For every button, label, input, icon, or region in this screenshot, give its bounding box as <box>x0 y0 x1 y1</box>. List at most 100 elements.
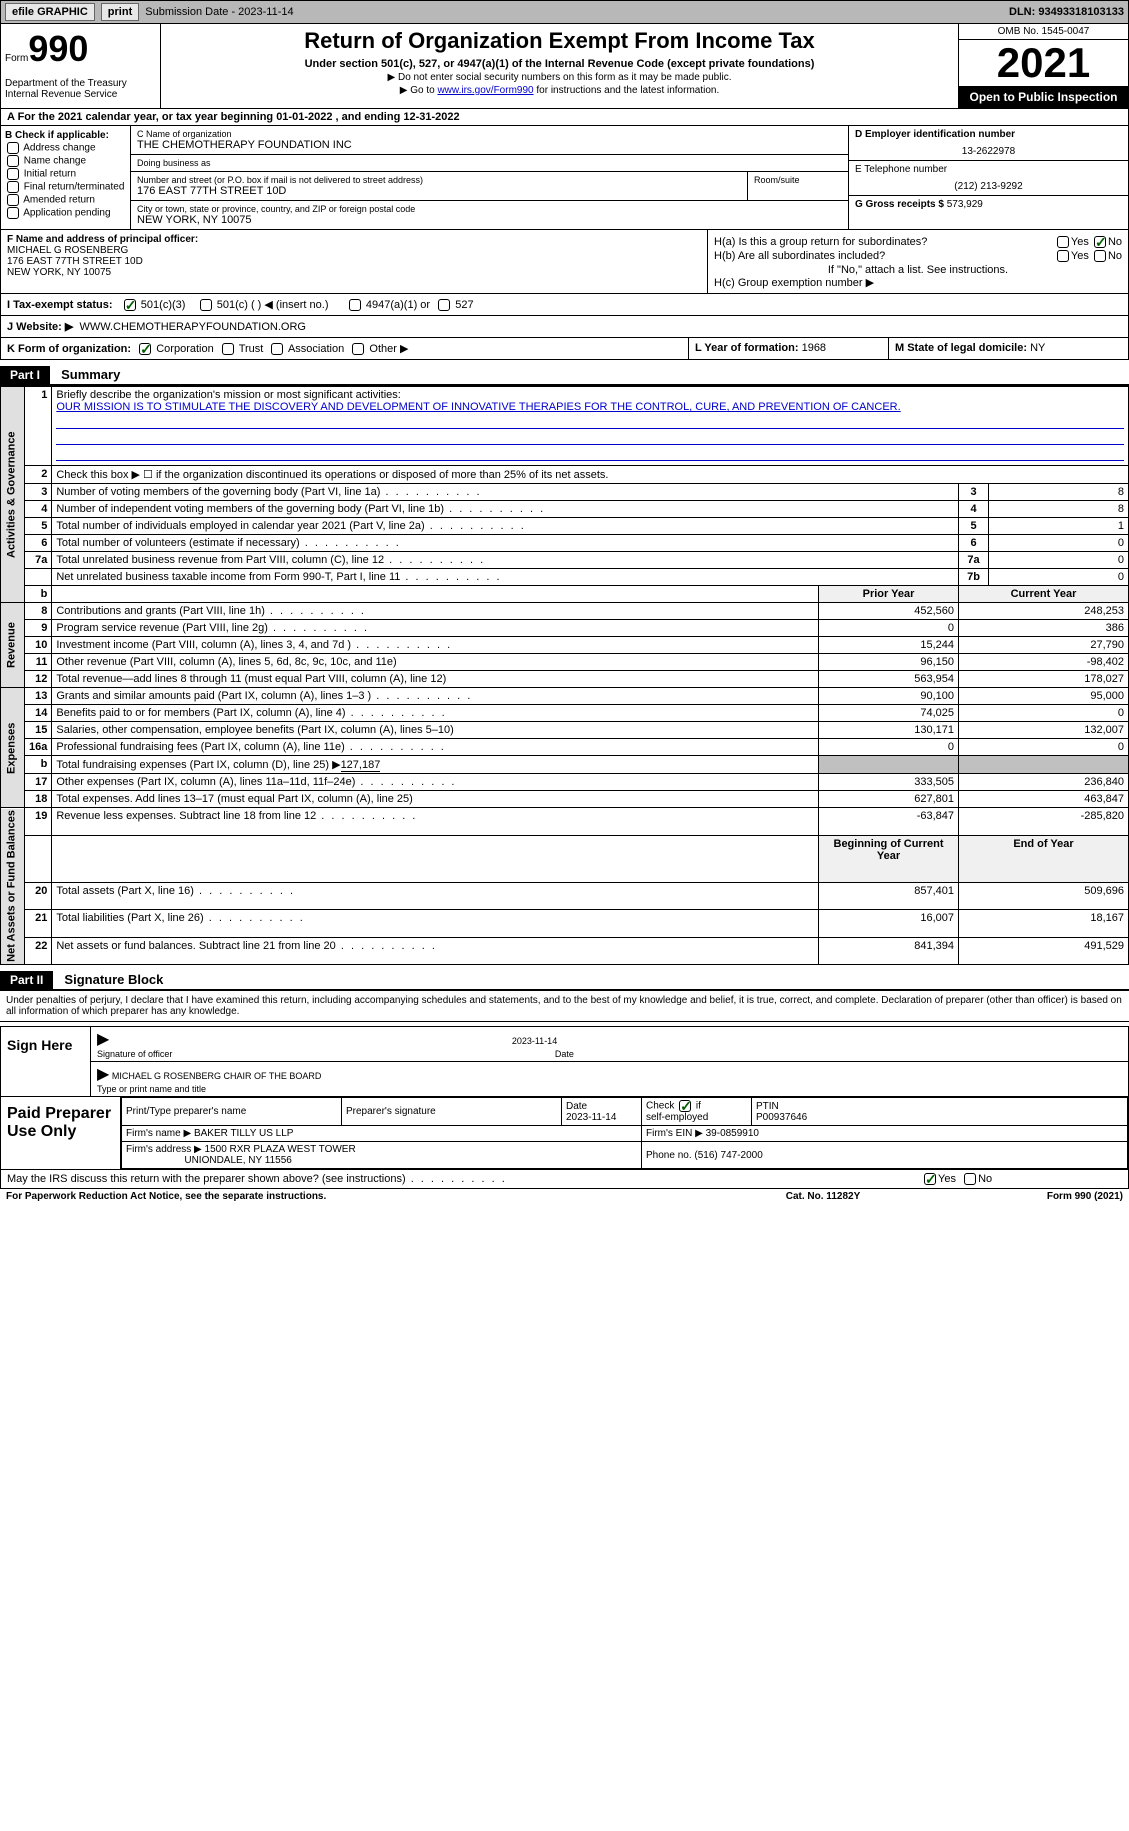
line-9: Program service revenue (Part VIII, line… <box>52 620 819 637</box>
form-org-row: K Form of organization: Corporation Trus… <box>0 338 1129 360</box>
sig-date: 2023-11-14 <box>512 1036 557 1046</box>
form-title: Return of Organization Exempt From Incom… <box>165 28 954 54</box>
chk-sub-yes[interactable] <box>1057 250 1069 262</box>
group-return: H(a) Is this a group return for subordin… <box>708 230 1128 293</box>
sig-officer-line: ▶ 2023-11-14 Signature of officer Date <box>91 1027 1128 1062</box>
bottom-footer: For Paperwork Reduction Act Notice, see … <box>0 1189 1129 1204</box>
tax-status-row: I Tax-exempt status: 501(c)(3) 501(c) ( … <box>0 294 1129 316</box>
website-url: WWW.CHEMOTHERAPYFOUNDATION.ORG <box>79 321 306 333</box>
chk-4947[interactable] <box>349 299 361 311</box>
ein: 13-2622978 <box>855 146 1122 157</box>
part2-bar: Part II Signature Block <box>0 965 1129 991</box>
department: Department of the Treasury Internal Reve… <box>5 78 156 100</box>
firm-phone: Phone no. (516) 747-2000 <box>642 1142 1128 1169</box>
preparer-label: Paid Preparer Use Only <box>1 1097 121 1169</box>
chk-corp[interactable] <box>139 343 151 355</box>
pra-notice: For Paperwork Reduction Act Notice, see … <box>6 1191 723 1202</box>
vtab-revenue: Revenue <box>1 603 25 688</box>
vtab-expenses: Expenses <box>1 688 25 808</box>
mission-text: OUR MISSION IS TO STIMULATE THE DISCOVER… <box>56 401 900 413</box>
chk-sub-no[interactable] <box>1094 250 1106 262</box>
line-10: Investment income (Part VIII, column (A)… <box>52 637 819 654</box>
part2-title: Signature Block <box>56 970 171 989</box>
line-20: Total assets (Part X, line 16) <box>52 882 819 909</box>
line-6: Total number of volunteers (estimate if … <box>52 535 959 552</box>
city-box: City or town, state or province, country… <box>131 201 848 229</box>
header-right: OMB No. 1545-0047 2021 Open to Public In… <box>958 24 1128 108</box>
line-22: Net assets or fund balances. Subtract li… <box>52 937 819 965</box>
chk-application[interactable]: Application pending <box>5 207 126 219</box>
prep-name-lbl: Print/Type preparer's name <box>122 1098 342 1126</box>
note-link: ▶ Go to www.irs.gov/Form990 for instruct… <box>165 85 954 96</box>
chk-address-change[interactable]: Address change <box>5 142 126 154</box>
line-8: Contributions and grants (Part VIII, lin… <box>52 603 819 620</box>
main-info: B Check if applicable: Address change Na… <box>0 126 1129 230</box>
officer-info: F Name and address of principal officer:… <box>1 230 708 293</box>
chk-527[interactable] <box>438 299 450 311</box>
vtab-governance: Activities & Governance <box>1 387 25 603</box>
col-c-org-info: C Name of organization THE CHEMOTHERAPY … <box>131 126 848 229</box>
irs-link[interactable]: www.irs.gov/Form990 <box>437 85 533 96</box>
line-4: Number of independent voting members of … <box>52 501 959 518</box>
chk-group-yes[interactable] <box>1057 236 1069 248</box>
part1-title: Summary <box>53 365 128 384</box>
part1-header: Part I <box>0 366 50 384</box>
sign-here-label: Sign Here <box>1 1027 91 1096</box>
gross-box: G Gross receipts $ 573,929 <box>849 196 1128 213</box>
firm-name: Firm's name ▶ BAKER TILLY US LLP <box>122 1126 642 1142</box>
header-mid: Return of Organization Exempt From Incom… <box>161 24 958 108</box>
header-left: Form990 Department of the Treasury Inter… <box>1 24 161 108</box>
chk-name-change[interactable]: Name change <box>5 155 126 167</box>
form-label: Form <box>5 53 28 64</box>
col-b-header: B Check if applicable: <box>5 130 109 141</box>
prep-ptin: PTINP00937646 <box>752 1098 1128 1126</box>
state-domicile: NY <box>1030 342 1045 354</box>
org-city: NEW YORK, NY 10075 <box>137 214 842 226</box>
chk-group-no[interactable] <box>1094 236 1106 248</box>
line-19: Revenue less expenses. Subtract line 18 … <box>52 808 819 835</box>
chk-initial-return[interactable]: Initial return <box>5 168 126 180</box>
firm-ein: Firm's EIN ▶ 39-0859910 <box>642 1126 1128 1142</box>
prep-sig-lbl: Preparer's signature <box>342 1098 562 1126</box>
line-16a: Professional fundraising fees (Part IX, … <box>52 739 819 756</box>
street-box: Number and street (or P.O. box if mail i… <box>131 172 748 201</box>
part1-bar: Part I Summary <box>0 360 1129 386</box>
efile-button[interactable]: efile GRAPHIC <box>5 3 95 21</box>
chk-other[interactable] <box>352 343 364 355</box>
dba-box: Doing business as <box>131 155 848 172</box>
form-header: Form990 Department of the Treasury Inter… <box>0 24 1129 109</box>
col-d-contact: D Employer identification number 13-2622… <box>848 126 1128 229</box>
chk-self-employed[interactable] <box>679 1100 691 1112</box>
preparer-block: Paid Preparer Use Only Print/Type prepar… <box>0 1097 1129 1170</box>
group-exemption: H(c) Group exemption number ▶ <box>714 276 1122 289</box>
line-21: Total liabilities (Part X, line 26) <box>52 910 819 937</box>
sign-block: Sign Here ▶ 2023-11-14 Signature of offi… <box>0 1026 1129 1097</box>
tax-year: 2021 <box>959 40 1128 86</box>
note-ssn: ▶ Do not enter social security numbers o… <box>165 72 954 83</box>
chk-501c[interactable] <box>200 299 212 311</box>
line-7a: Total unrelated business revenue from Pa… <box>52 552 959 569</box>
discuss-row: May the IRS discuss this return with the… <box>0 1170 1129 1189</box>
line-13: Grants and similar amounts paid (Part IX… <box>52 688 819 705</box>
chk-trust[interactable] <box>222 343 234 355</box>
officer-name: MICHAEL G ROSENBERG <box>7 245 128 256</box>
line-18: Total expenses. Add lines 13–17 (must eq… <box>52 791 819 808</box>
chk-discuss-yes[interactable] <box>924 1173 936 1185</box>
chk-discuss-no[interactable] <box>964 1173 976 1185</box>
dln: DLN: 93493318103133 <box>1009 6 1124 18</box>
chk-amended[interactable]: Amended return <box>5 194 126 206</box>
chk-final-return[interactable]: Final return/terminated <box>5 181 126 193</box>
vtab-net: Net Assets or Fund Balances <box>1 808 25 965</box>
officer-row: F Name and address of principal officer:… <box>0 230 1129 294</box>
chk-assoc[interactable] <box>271 343 283 355</box>
line-2: Check this box ▶ ☐ if the organization d… <box>52 466 1129 484</box>
gross-receipts: 573,929 <box>947 199 983 210</box>
line-12: Total revenue—add lines 8 through 11 (mu… <box>52 671 819 688</box>
chk-501c3[interactable] <box>124 299 136 311</box>
prep-date: Date2023-11-14 <box>562 1098 642 1126</box>
print-button[interactable]: print <box>101 3 139 21</box>
year-formation: 1968 <box>802 342 826 354</box>
topbar: efile GRAPHIC print Submission Date - 20… <box>0 0 1129 24</box>
org-name-box: C Name of organization THE CHEMOTHERAPY … <box>131 126 848 155</box>
org-street: 176 EAST 77TH STREET 10D <box>137 185 741 197</box>
